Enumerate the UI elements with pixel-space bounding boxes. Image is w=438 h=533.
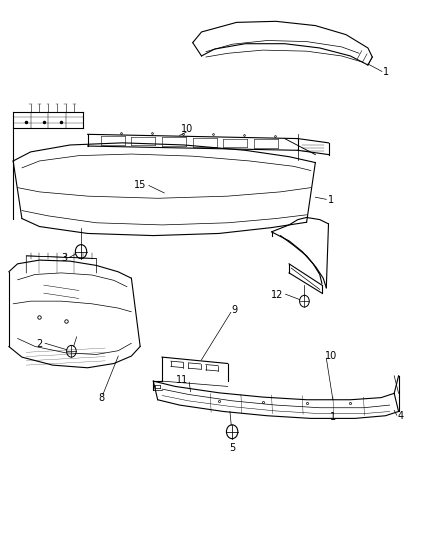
Text: 10: 10 bbox=[325, 351, 337, 361]
Text: 10: 10 bbox=[180, 124, 193, 134]
Text: 11: 11 bbox=[176, 375, 188, 385]
Text: 9: 9 bbox=[231, 305, 237, 315]
Text: 8: 8 bbox=[99, 393, 105, 403]
Text: 1: 1 bbox=[328, 195, 334, 205]
Text: 12: 12 bbox=[272, 290, 284, 300]
Text: 15: 15 bbox=[134, 181, 146, 190]
Text: 1: 1 bbox=[330, 412, 336, 422]
Text: 5: 5 bbox=[229, 443, 235, 454]
Text: 2: 2 bbox=[37, 339, 43, 349]
Text: 1: 1 bbox=[383, 67, 389, 77]
Text: 4: 4 bbox=[398, 411, 404, 421]
Text: 3: 3 bbox=[62, 253, 68, 263]
